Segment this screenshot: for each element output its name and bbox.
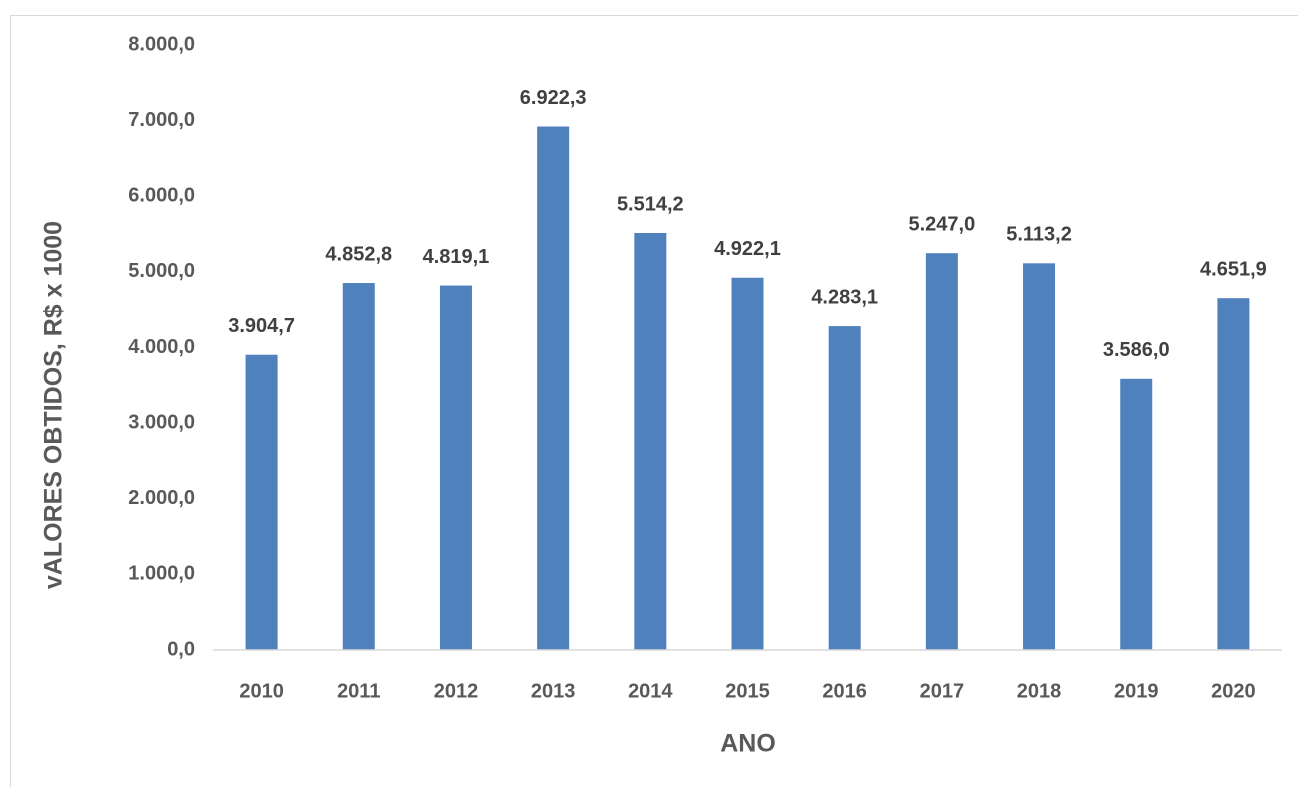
value-label: 4.283,1 xyxy=(811,286,878,308)
x-tick-label: 2014 xyxy=(628,680,673,702)
bar xyxy=(1023,263,1056,650)
y-tick-label: 5.000,0 xyxy=(128,260,195,282)
x-tick-label: 2018 xyxy=(1017,680,1062,702)
bar xyxy=(537,126,570,651)
value-label: 3.586,0 xyxy=(1103,339,1170,361)
chart-frame xyxy=(10,15,1298,787)
x-tick-label: 2011 xyxy=(337,680,380,702)
x-axis-title: ANO xyxy=(720,730,776,758)
bar xyxy=(1217,298,1250,650)
y-tick-label: 4.000,0 xyxy=(128,336,195,358)
bar xyxy=(1120,378,1153,650)
bar xyxy=(342,283,375,650)
value-label: 3.904,7 xyxy=(228,315,295,337)
value-label: 5.514,2 xyxy=(617,193,684,215)
bar xyxy=(731,277,764,650)
y-tick-label: 1.000,0 xyxy=(128,563,195,585)
value-label: 5.247,0 xyxy=(908,213,975,235)
x-tick-label: 2017 xyxy=(920,680,965,702)
value-label: 5.113,2 xyxy=(1006,224,1072,246)
bar xyxy=(925,253,958,650)
value-label: 4.922,1 xyxy=(714,238,781,260)
bar xyxy=(828,326,861,650)
bar xyxy=(439,285,472,650)
value-label: 4.651,9 xyxy=(1200,258,1267,280)
y-tick-label: 6.000,0 xyxy=(128,185,195,207)
value-label: 4.819,1 xyxy=(423,246,490,268)
y-tick-label: 8.000,0 xyxy=(128,33,195,55)
x-tick-label: 2012 xyxy=(434,680,479,702)
x-tick-label: 2020 xyxy=(1211,680,1256,702)
bar xyxy=(634,232,667,650)
y-tick-label: 0,0 xyxy=(167,638,195,660)
value-label: 6.922,3 xyxy=(520,87,587,109)
y-axis-title: vALORES OBTIDOS, R$ x 1000 xyxy=(40,221,68,589)
x-tick-label: 2010 xyxy=(239,680,284,702)
x-tick-label: 2013 xyxy=(531,680,576,702)
bar xyxy=(245,354,278,650)
x-tick-label: 2019 xyxy=(1114,680,1159,702)
x-tick-label: 2015 xyxy=(725,680,770,702)
value-label: 4.852,8 xyxy=(325,243,392,265)
y-tick-label: 7.000,0 xyxy=(128,109,195,131)
y-tick-label: 3.000,0 xyxy=(128,411,195,433)
y-tick-label: 2.000,0 xyxy=(128,487,195,509)
x-tick-label: 2016 xyxy=(822,680,867,702)
